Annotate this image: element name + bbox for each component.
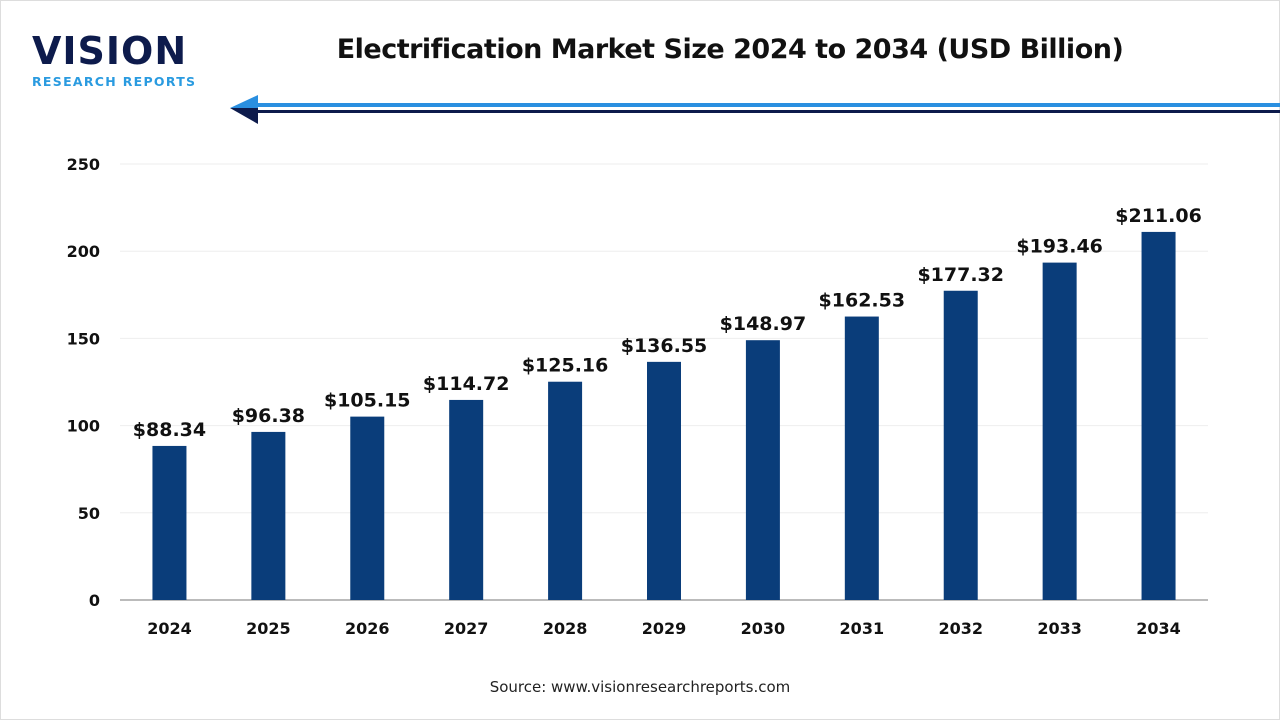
logo-sub-text: RESEARCH REPORTS [32,74,197,89]
data-label: $148.97 [720,313,807,335]
y-tick-label: 100 [67,417,100,436]
x-tick-label: 2030 [741,619,786,638]
data-label: $88.34 [133,419,206,441]
bar-2033 [1042,262,1077,600]
bar-2027 [449,399,484,600]
header-arrow-icon [230,95,1280,124]
bar-2029 [647,361,681,600]
data-label: $136.55 [621,335,708,357]
x-tick-label: 2033 [1037,619,1082,638]
x-tick-label: 2029 [642,619,687,638]
data-label: $96.38 [232,405,305,427]
y-tick-label: 50 [78,504,100,523]
y-tick-label: 150 [67,329,100,348]
source-note: Source: www.visionresearchreports.com [489,678,791,696]
data-label: $193.46 [1016,236,1103,258]
chart-title: Electrification Market Size 2024 to 2034… [336,34,1124,65]
x-tick-label: 2034 [1136,619,1181,638]
bar-2028 [548,381,583,600]
y-tick-label: 250 [67,155,100,174]
x-tick-label: 2032 [938,619,983,638]
bar-2032 [943,290,978,600]
y-tick-label: 0 [89,591,100,610]
data-label: $211.06 [1115,205,1202,227]
data-label: $162.53 [819,290,906,312]
data-label: $125.16 [522,355,609,377]
bar-2026 [350,416,385,600]
data-label: $114.72 [423,373,510,395]
bar-2030 [745,340,780,600]
bar-2025 [251,431,286,600]
logo: VISION RESEARCH REPORTS [32,32,196,89]
x-tick-label: 2026 [345,619,390,638]
x-tick-label: 2027 [444,619,489,638]
bar-2034 [1141,231,1176,600]
bar-2031 [844,316,879,600]
logo-main-text: VISION [32,29,188,73]
data-label: $105.15 [324,390,411,412]
x-tick-label: 2025 [246,619,291,638]
data-label: $177.32 [917,264,1004,286]
x-tick-label: 2028 [543,619,588,638]
x-tick-label: 2024 [147,619,192,638]
y-tick-label: 200 [67,242,100,261]
x-tick-label: 2031 [840,619,885,638]
bar-2024 [152,445,187,600]
